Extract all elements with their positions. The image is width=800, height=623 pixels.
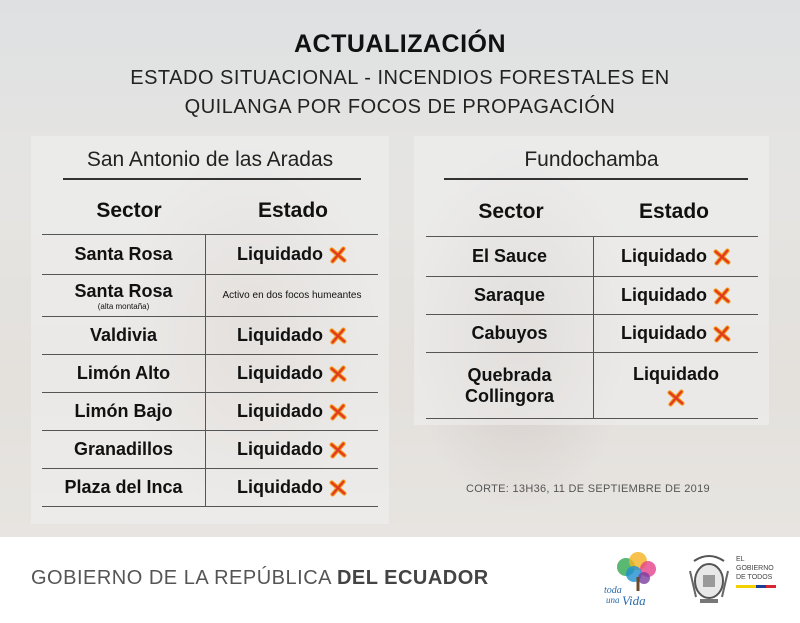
sector-cell: Valdivia: [42, 317, 206, 354]
estado-text: Liquidado: [621, 246, 707, 266]
table-row: Santa Rosa (alta montaña) Activo en dos …: [42, 275, 378, 317]
table-row: Limón Bajo Liquidado: [42, 393, 378, 431]
svg-text:una: una: [606, 595, 620, 605]
sector-name-line-1: Quebrada: [467, 364, 552, 385]
panel-title: Fundochamba: [524, 148, 659, 171]
sector-name-line-2: Collingora: [465, 385, 554, 406]
subtitle-line-1: ESTADO SITUACIONAL - INCENDIOS FORESTALE…: [130, 67, 670, 89]
svg-text:Vida: Vida: [622, 593, 646, 608]
estado-text: Liquidado: [621, 285, 707, 305]
panel-fundochamba: Fundochamba Sector Estado El Sauce Liqui…: [414, 136, 769, 425]
sector-note: (alta montaña): [97, 301, 150, 311]
flag-stripe: [736, 585, 776, 588]
sector-cell: Granadillos: [42, 431, 206, 468]
sector-cell: Plaza del Inca: [42, 469, 206, 506]
table-row: Granadillos Liquidado: [42, 431, 378, 469]
estado-text: Liquidado: [237, 363, 323, 383]
estado-cell: Activo en dos focos humeantes: [222, 290, 362, 301]
x-icon: [667, 389, 685, 407]
estado-text: Liquidado: [237, 439, 323, 459]
table-row: Saraque Liquidado: [426, 277, 758, 315]
sector-table: Santa Rosa Liquidado Santa Rosa (alta mo…: [42, 234, 378, 507]
estado-cell: Liquidado: [594, 353, 758, 418]
ecuador-coat-of-arms-icon: [689, 555, 729, 603]
x-icon: [713, 247, 731, 266]
sector-cell: Limón Alto: [42, 355, 206, 392]
estado-cell: Liquidado: [594, 237, 758, 276]
sector-cell: Cabuyos: [426, 315, 594, 352]
x-icon: [329, 326, 347, 345]
toda-una-vida-logo: toda una Vida: [604, 552, 656, 608]
estado-text: Liquidado: [237, 325, 323, 345]
estado-cell: Liquidado: [206, 355, 378, 392]
table-row: Santa Rosa Liquidado: [42, 235, 378, 275]
logo-text-line-1: EL: [736, 556, 745, 563]
estado-text: Liquidado: [237, 244, 323, 264]
table-row: Valdivia Liquidado: [42, 317, 378, 355]
estado-cell: Liquidado: [594, 315, 758, 352]
toda-una-vida-text: toda: [604, 585, 622, 596]
estado-cell: Liquidado: [206, 235, 378, 274]
x-icon: [329, 440, 347, 459]
page-title: ACTUALIZACIÓN: [293, 30, 507, 58]
cut-off-timestamp: CORTE: 13H36, 11 DE SEPTIEMBRE DE 2019: [466, 483, 710, 495]
table-row: Quebrada Collingora Liquidado: [426, 353, 758, 419]
column-header-sector: Sector: [96, 199, 162, 222]
el-gobierno-de-todos-logo: EL GOBIERNO DE TODOS: [736, 555, 786, 588]
panel-title: San Antonio de las Aradas: [86, 148, 334, 171]
table-row: Limón Alto Liquidado: [42, 355, 378, 393]
panel-title-rule: [444, 178, 748, 180]
panel-title-rule: [63, 178, 361, 180]
x-icon: [329, 364, 347, 383]
x-icon: [329, 402, 347, 421]
sector-table: El Sauce Liquidado Saraque Liquidado Cab…: [426, 236, 758, 419]
estado-cell: Liquidado: [206, 317, 378, 354]
government-wordmark-bold: DEL ECUADOR: [336, 567, 489, 589]
column-header-sector: Sector: [478, 200, 544, 223]
government-wordmark: GOBIERNO DE LA REPÚBLICA DEL ECUADOR: [31, 567, 489, 590]
column-header-estado: Estado: [257, 199, 328, 222]
column-header-estado: Estado: [638, 200, 709, 223]
x-icon: [713, 324, 731, 343]
estado-cell: Liquidado: [206, 393, 378, 430]
sector-cell: Saraque: [426, 277, 594, 314]
x-icon: [713, 286, 731, 305]
estado-text: Liquidado: [237, 477, 323, 497]
logo-text-line-3: DE TODOS: [736, 574, 773, 581]
page-subtitle: ESTADO SITUACIONAL - INCENDIOS FORESTALE…: [60, 64, 740, 122]
estado-cell: Liquidado: [206, 469, 378, 506]
estado-text: Liquidado: [237, 401, 323, 421]
sector-cell: Santa Rosa (alta montaña): [42, 275, 206, 316]
sector-cell: Santa Rosa: [42, 235, 206, 274]
table-row: Plaza del Inca Liquidado: [42, 469, 378, 507]
government-wordmark-light: GOBIERNO DE LA REPÚBLICA: [31, 567, 331, 589]
estado-text: Liquidado: [633, 364, 719, 384]
logo-text-line-2: GOBIERNO: [736, 565, 774, 572]
estado-cell: Liquidado: [594, 277, 758, 314]
table-row: Cabuyos Liquidado: [426, 315, 758, 353]
estado-cell: Liquidado: [206, 431, 378, 468]
sector-cell: El Sauce: [426, 237, 594, 276]
estado-text: Liquidado: [621, 323, 707, 343]
sector-cell: Quebrada Collingora: [426, 353, 594, 418]
subtitle-line-2: QUILANGA POR FOCOS DE PROPAGACIÓN: [184, 96, 616, 118]
footer: GOBIERNO DE LA REPÚBLICA DEL ECUADOR tod…: [0, 537, 800, 623]
panel-san-antonio: San Antonio de las Aradas Sector Estado …: [31, 136, 389, 524]
sector-cell: Limón Bajo: [42, 393, 206, 430]
table-row: El Sauce Liquidado: [426, 237, 758, 277]
x-icon: [329, 478, 347, 497]
x-icon: [329, 245, 347, 264]
sector-name: Santa Rosa: [74, 280, 173, 301]
